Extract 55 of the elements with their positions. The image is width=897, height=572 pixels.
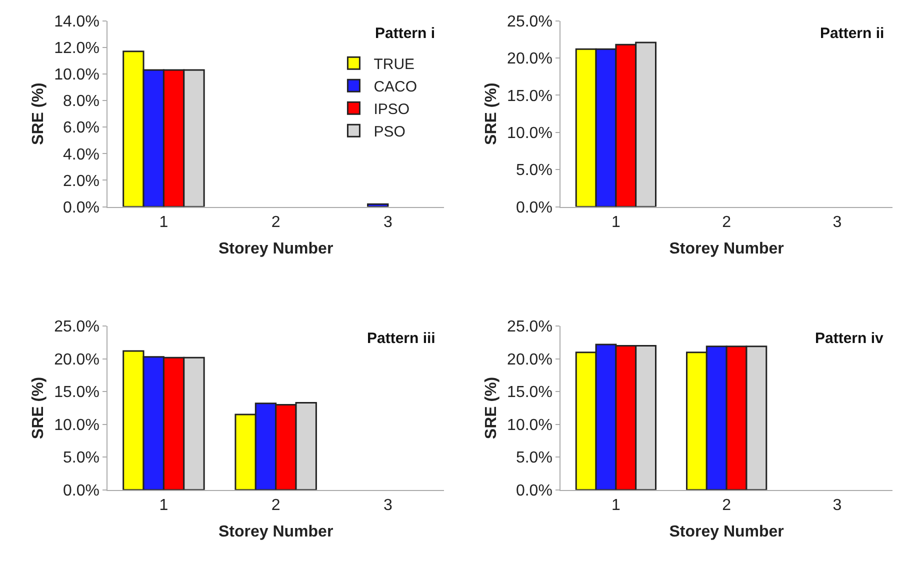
legend-label: TRUE xyxy=(374,56,415,74)
legend-label: CACO xyxy=(374,78,418,96)
y-tick-label: 25.0% xyxy=(54,318,100,336)
y-tick-label: 2.0% xyxy=(62,172,100,190)
y-tick-label: 15.0% xyxy=(507,88,552,105)
y-tick-label: 25.0% xyxy=(507,318,552,336)
chart-title: Pattern ii xyxy=(820,25,884,42)
x-tick-label: 3 xyxy=(832,497,842,514)
y-axis-title: SRE (%) xyxy=(482,376,500,440)
y-tick-label: 5.0% xyxy=(62,450,100,467)
y-tick-label: 10.0% xyxy=(507,416,552,434)
x-axis-title: Storey Number xyxy=(218,524,334,541)
x-axis-title: Storey Number xyxy=(669,240,784,258)
y-tick-label: 8.0% xyxy=(62,93,100,110)
x-tick-label: 3 xyxy=(383,214,392,231)
y-tick-label: 6.0% xyxy=(62,120,100,137)
chart-title: Pattern i xyxy=(375,25,436,42)
y-tick-label: 20.0% xyxy=(54,351,100,368)
chart-title: Pattern iv xyxy=(815,330,884,347)
x-tick-label: 1 xyxy=(159,214,168,231)
x-tick-label: 2 xyxy=(271,497,280,514)
y-tick-label: 0.0% xyxy=(516,482,552,500)
y-tick-label: 12.0% xyxy=(54,40,100,58)
y-tick-label: 5.0% xyxy=(516,162,552,180)
y-tick-label: 0.0% xyxy=(62,199,100,216)
y-tick-label: 14.0% xyxy=(54,13,100,30)
y-tick-label: 20.0% xyxy=(507,50,552,68)
chart-title: Pattern iii xyxy=(367,330,436,347)
y-tick-label: 0.0% xyxy=(62,482,100,500)
y-tick-label: 0.0% xyxy=(516,199,552,216)
y-tick-label: 20.0% xyxy=(507,351,552,368)
y-tick-label: 25.0% xyxy=(507,13,552,30)
y-axis-title: SRE (%) xyxy=(482,82,500,145)
x-tick-label: 1 xyxy=(611,214,620,231)
y-tick-label: 4.0% xyxy=(62,146,100,164)
y-tick-label: 5.0% xyxy=(516,450,552,467)
x-axis-title: Storey Number xyxy=(669,524,784,541)
x-axis-title: Storey Number xyxy=(218,240,334,258)
x-tick-label: 1 xyxy=(159,497,168,514)
y-tick-label: 15.0% xyxy=(507,384,552,402)
legend-label: PSO xyxy=(374,124,406,141)
x-tick-label: 2 xyxy=(722,497,732,514)
legend-label: IPSO xyxy=(374,101,410,118)
y-tick-label: 15.0% xyxy=(54,384,100,402)
y-tick-label: 10.0% xyxy=(54,66,100,84)
x-tick-label: 3 xyxy=(832,214,842,231)
x-tick-label: 2 xyxy=(722,214,732,231)
bar xyxy=(367,203,389,207)
x-tick-label: 1 xyxy=(611,497,620,514)
x-tick-label: 3 xyxy=(383,497,392,514)
y-axis-title: SRE (%) xyxy=(30,82,47,145)
y-axis-title: SRE (%) xyxy=(30,376,47,440)
x-tick-label: 2 xyxy=(271,214,280,231)
y-tick-label: 10.0% xyxy=(54,416,100,434)
y-tick-label: 10.0% xyxy=(507,125,552,142)
